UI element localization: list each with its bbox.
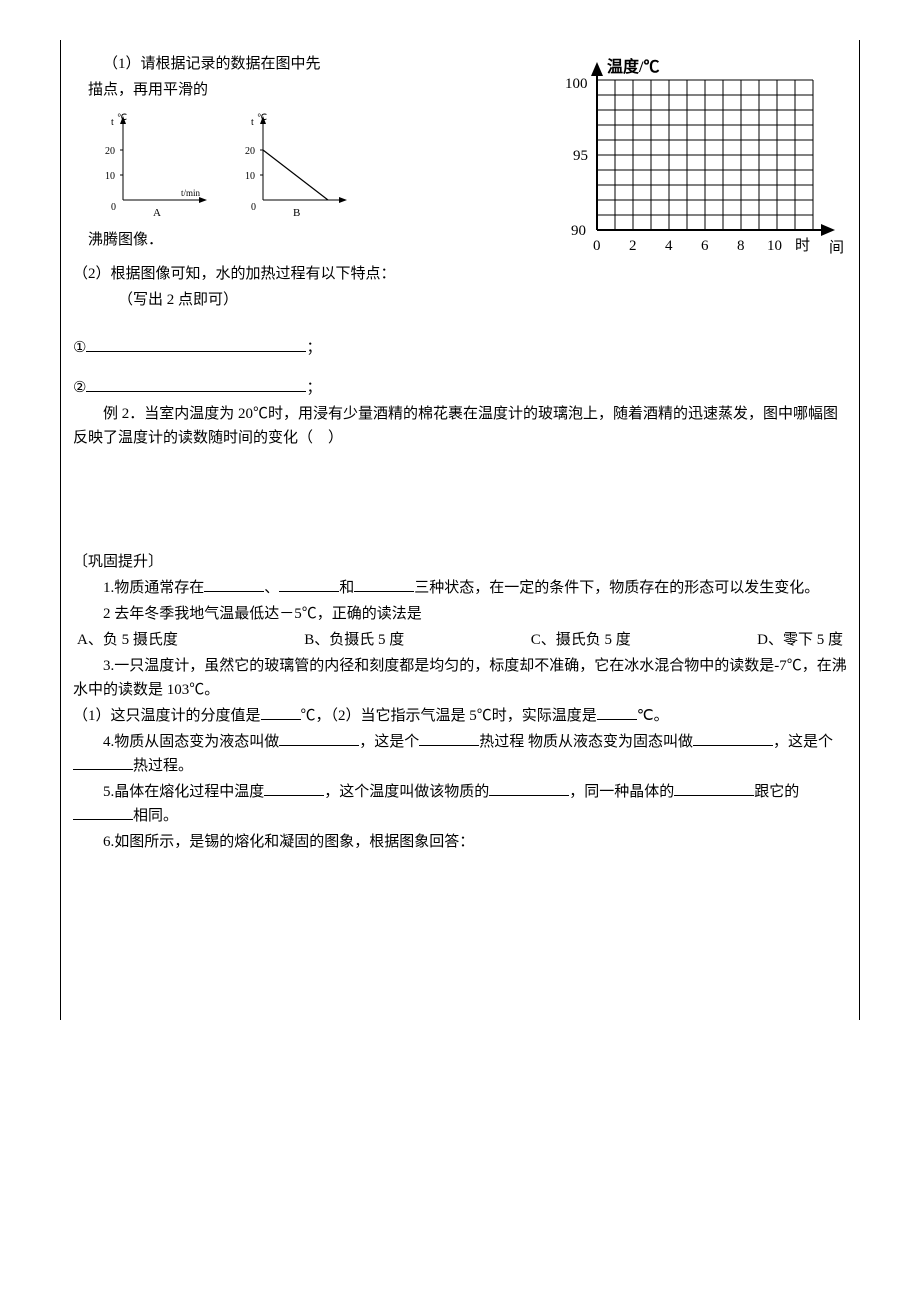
problem-2-options: A、负 5 摄氏度 B、负摄氏 5 度 C、摄氏负 5 度 D、零下 5 度 [73, 628, 847, 652]
problem-4: 4.物质从固态变为液态叫做 ，这是个 热过程 物质从液态变为固态叫做 ，这是个热过程。 [73, 730, 847, 778]
p4-b: ，这是个 [359, 734, 419, 750]
p4-a: 4.物质从固态变为液态叫做 [103, 734, 279, 750]
svg-text:20: 20 [105, 146, 115, 157]
p5-blank2[interactable] [489, 780, 569, 796]
p4-d: ，这是个 [773, 734, 833, 750]
svg-text:t: t [111, 117, 114, 128]
p1-b: 、 [264, 580, 279, 596]
svg-text:A: A [153, 207, 161, 219]
p3-blank2[interactable] [597, 704, 637, 720]
p1-blank3[interactable] [354, 576, 414, 592]
p5-b: ，这个温度叫做该物质的 [324, 784, 489, 800]
opt-c[interactable]: C、摄氏负 5 度 [531, 628, 631, 652]
svg-text:0: 0 [111, 202, 116, 213]
problem-3b: （1）这只温度计的分度值是 ℃，（2）当它指示气温是 5℃时，实际温度是 ℃。 [73, 704, 847, 728]
small-charts-row: t ℃ 20 10 0 t/min A [103, 110, 539, 220]
chart-a: t ℃ 20 10 0 t/min A [103, 110, 213, 220]
section-title: 〔巩固提升〕 [73, 550, 847, 574]
problem-1: 1.物质通常存在 、 和 三种状态，在一定的条件下，物质存在的形态可以发生变化。 [73, 576, 847, 600]
svg-text:0: 0 [593, 238, 601, 254]
chart-b: t ℃ 20 10 0 B [243, 110, 353, 220]
p5-blank4[interactable] [73, 804, 133, 820]
p1-blank1[interactable] [204, 576, 264, 592]
svg-text:95: 95 [573, 148, 588, 164]
svg-text:10: 10 [767, 238, 782, 254]
svg-text:温度/℃: 温度/℃ [606, 57, 659, 76]
problem-2: 2 去年冬季我地气温最低达－5℃，正确的读法是 [73, 602, 847, 626]
opt-b[interactable]: B、负摄氏 5 度 [304, 628, 404, 652]
circled-1: ① [73, 339, 86, 356]
q1-line4: （写出 2 点即可） [73, 288, 847, 312]
p5-e: 相同。 [133, 808, 178, 824]
svg-text:时: 时 [795, 237, 810, 254]
p3-c: ℃，（2）当它指示气温是 5℃时，实际温度是 [301, 708, 597, 724]
svg-text:2: 2 [629, 238, 637, 254]
q1-line2: 描点，再用平滑的 [73, 78, 539, 102]
main-grid-chart: 温度/℃ [547, 50, 847, 260]
fill-2: ②； [73, 376, 847, 400]
svg-text:间: 间 [829, 239, 844, 256]
p3-b: （1）这只温度计的分度值是 [73, 708, 261, 724]
p5-a: 5.晶体在熔化过程中温度 [103, 784, 264, 800]
p5-c: ，同一种晶体的 [569, 784, 674, 800]
svg-text:100: 100 [565, 76, 588, 92]
circled-2: ② [73, 379, 86, 396]
svg-text:4: 4 [665, 238, 673, 254]
svg-text:8: 8 [737, 238, 745, 254]
p5-d: 跟它的 [754, 784, 799, 800]
p4-blank4[interactable] [73, 754, 133, 770]
boil-label: 沸腾图像． [73, 228, 539, 252]
svg-text:90: 90 [571, 223, 586, 239]
svg-text:20: 20 [245, 146, 255, 157]
p4-blank1[interactable] [279, 730, 359, 746]
p4-blank3[interactable] [693, 730, 773, 746]
p4-e: 热过程。 [133, 758, 193, 774]
svg-text:B: B [293, 207, 300, 219]
semicolon-1: ； [306, 340, 321, 356]
p1-d: 三种状态，在一定的条件下，物质存在的形态可以发生变化。 [414, 580, 819, 596]
q1-line3: （2）根据图像可知，水的加热过程有以下特点： [73, 262, 847, 286]
svg-text:6: 6 [701, 238, 709, 254]
p3-d: ℃。 [637, 708, 669, 724]
svg-text:t/min: t/min [181, 188, 201, 198]
blank-line-2[interactable] [86, 376, 306, 392]
example-2: 例 2．当室内温度为 20℃时，用浸有少量酒精的棉花裹在温度计的玻璃泡上，随着酒… [73, 402, 847, 450]
svg-text:t: t [251, 117, 254, 128]
q1-line1: （1）请根据记录的数据在图中先 [73, 52, 539, 76]
problem-5: 5.晶体在熔化过程中温度 ，这个温度叫做该物质的 ，同一种晶体的 跟它的相同。 [73, 780, 847, 828]
opt-d[interactable]: D、零下 5 度 [757, 628, 843, 652]
p1-c: 和 [339, 580, 354, 596]
blank-line-1[interactable] [86, 336, 306, 352]
semicolon-2: ； [306, 380, 321, 396]
p4-c: 热过程 物质从液态变为固态叫做 [479, 734, 693, 750]
p1-a: 1.物质通常存在 [103, 580, 204, 596]
svg-text:10: 10 [245, 171, 255, 182]
svg-text:℃: ℃ [117, 112, 127, 122]
p5-blank3[interactable] [674, 780, 754, 796]
p4-blank2[interactable] [419, 730, 479, 746]
p1-blank2[interactable] [279, 576, 339, 592]
svg-text:10: 10 [105, 171, 115, 182]
problem-3a: 3.一只温度计，虽然它的玻璃管的内径和刻度都是均匀的，标度却不准确，它在冰水混合… [73, 654, 847, 702]
svg-text:℃: ℃ [257, 112, 267, 122]
fill-1: ①； [73, 336, 847, 360]
p3-blank1[interactable] [261, 704, 301, 720]
svg-text:0: 0 [251, 202, 256, 213]
opt-a[interactable]: A、负 5 摄氏度 [77, 628, 178, 652]
p5-blank1[interactable] [264, 780, 324, 796]
problem-6: 6.如图所示，是锡的熔化和凝固的图象，根据图象回答： [73, 830, 847, 854]
